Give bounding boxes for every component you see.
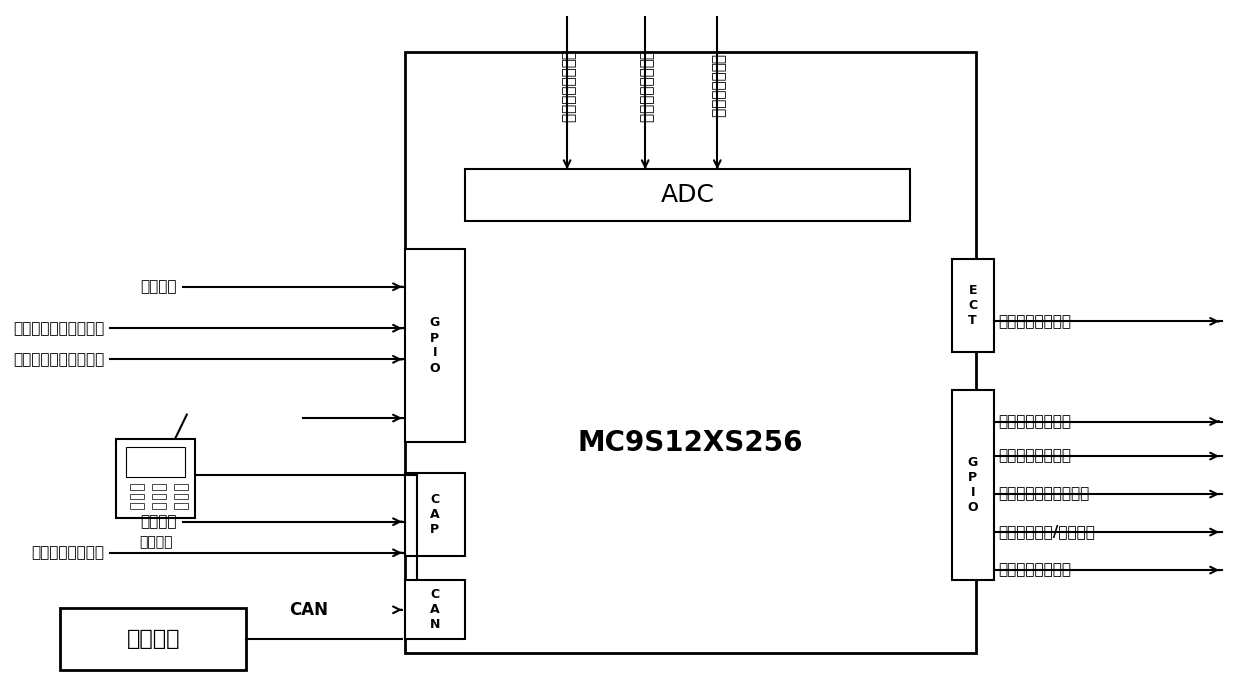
Text: C
A
P: C A P [430, 493, 440, 536]
Text: 路感电机方向信号: 路感电机方向信号 [998, 448, 1071, 464]
Text: 设置终端: 设置终端 [139, 536, 172, 549]
Text: 工作状态指示信号: 工作状态指示信号 [998, 562, 1071, 578]
Bar [174, 503, 187, 509]
Bar [151, 484, 166, 490]
Bar [117, 439, 195, 518]
Bar [465, 169, 910, 221]
Text: 路感电机位置/转矩信号: 路感电机位置/转矩信号 [998, 524, 1095, 540]
Text: CAN: CAN [289, 600, 329, 619]
Bar [130, 493, 144, 499]
Text: 方向盘转矩信号: 方向盘转矩信号 [709, 55, 725, 118]
Text: 第二转向电机故障信号: 第二转向电机故障信号 [14, 352, 104, 367]
Bar [151, 493, 166, 499]
Text: E
C
T: E C T [968, 284, 977, 328]
Text: 第一转向电机故障信号: 第一转向电机故障信号 [14, 321, 104, 336]
Text: 车速信号: 车速信号 [140, 514, 176, 529]
Bar [126, 446, 185, 477]
Text: 转向电机位置信号: 转向电机位置信号 [998, 314, 1071, 329]
Text: MC9S12XS256: MC9S12XS256 [578, 428, 804, 457]
Text: G
P
I
O: G P I O [967, 457, 978, 514]
Text: 第一转向电机电流: 第一转向电机电流 [559, 50, 574, 123]
Bar [405, 580, 465, 639]
Bar [60, 608, 247, 670]
Text: 转向电机方向信号: 转向电机方向信号 [998, 414, 1071, 429]
Bar [151, 503, 166, 509]
Bar [130, 484, 144, 490]
Bar [174, 484, 187, 490]
Text: G
P
I
O: G P I O [429, 316, 440, 375]
Text: 路感电机位置信号: 路感电机位置信号 [31, 545, 104, 560]
Text: 路感电机控制模式信号: 路感电机控制模式信号 [998, 486, 1090, 502]
Text: 第二转向电机电流: 第二转向电机电流 [637, 50, 652, 123]
Text: C
A
N: C A N [430, 588, 440, 632]
Text: 点火信号: 点火信号 [140, 279, 176, 294]
Bar [405, 249, 465, 442]
Text: 整车网络: 整车网络 [126, 630, 180, 649]
Text: ADC: ADC [661, 183, 714, 207]
Bar [405, 473, 465, 556]
Bar [130, 503, 144, 509]
Bar [951, 390, 993, 580]
Bar [174, 493, 187, 499]
Bar [405, 52, 976, 653]
Bar [951, 259, 993, 352]
